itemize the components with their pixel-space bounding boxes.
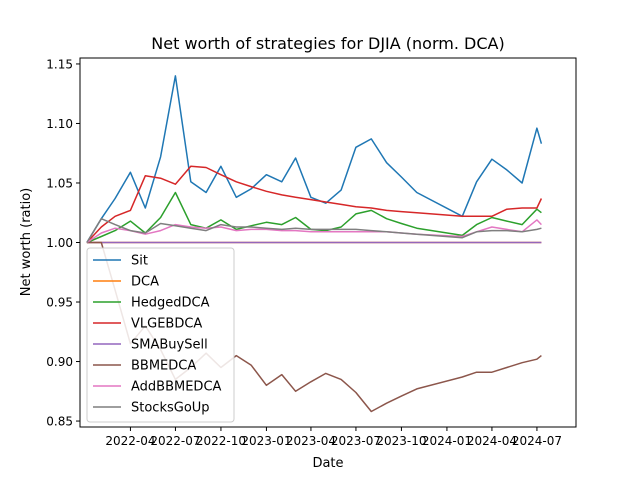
legend: Sit DCA HedgedDCA VLGEBDCA SMABuySell BBMEDCA… (86, 247, 235, 423)
x-tick-label: 2024-01 (422, 434, 472, 448)
x-tick-label: 2023-01 (241, 434, 291, 448)
x-tick-label: 2023-04 (286, 434, 336, 448)
series-line-vlgebdca (86, 165, 543, 244)
x-axis: 2022-042022-072022-102023-012023-042023-… (105, 427, 562, 448)
x-tick-label: 2022-10 (196, 434, 246, 448)
y-axis-label: Net worth (ratio) (19, 188, 34, 296)
legend-label: Sit (131, 254, 148, 269)
y-tick-label: 0.85 (46, 415, 73, 429)
y-tick-label: 0.95 (46, 296, 73, 310)
x-tick-label: 2022-04 (105, 434, 155, 448)
chart-title: Net worth of strategies for DJIA (norm. … (151, 34, 504, 53)
y-tick-label: 1.05 (46, 176, 73, 190)
legend-label: AddBBMEDCA (131, 380, 222, 395)
y-tick-label: 1.00 (46, 236, 73, 250)
x-tick-label: 2023-10 (376, 434, 426, 448)
y-tick-label: 1.10 (46, 117, 73, 131)
series-layer (86, 75, 543, 413)
x-tick-label: 2022-07 (150, 434, 200, 448)
x-tick-label: 2024-07 (512, 434, 562, 448)
series-line-stocksgoup (86, 217, 542, 243)
legend-label: StocksGoUp (131, 401, 210, 416)
series-line-sit (86, 75, 543, 243)
y-axis: 0.85 0.90 0.95 1.00 1.05 1.10 1.15 (46, 57, 80, 429)
legend-label: BBMEDCA (131, 359, 196, 374)
x-axis-label: Date (312, 456, 343, 471)
legend-label: DCA (131, 275, 159, 290)
x-tick-label: 2024-04 (467, 434, 517, 448)
legend-label: VLGEBDCA (131, 317, 202, 332)
series-line-hedgeddca (86, 191, 542, 244)
x-tick-label: 2023-07 (331, 434, 381, 448)
legend-label: HedgedDCA (131, 296, 210, 311)
legend-box (86, 247, 235, 423)
y-tick-label: 1.15 (46, 57, 73, 71)
y-tick-label: 0.90 (46, 355, 73, 369)
legend-label: SMABuySell (131, 338, 208, 353)
